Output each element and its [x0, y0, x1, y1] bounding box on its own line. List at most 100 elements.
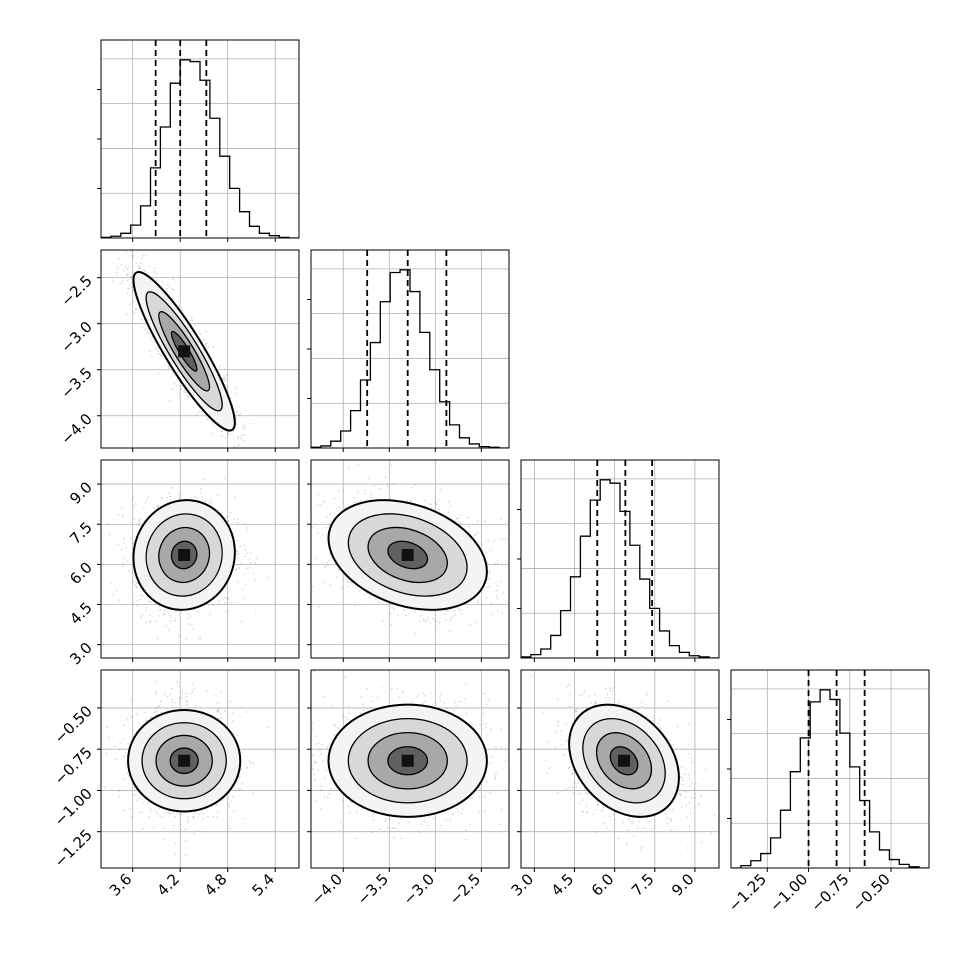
scatter-point: [174, 620, 176, 622]
scatter-point: [136, 600, 138, 602]
scatter-point: [225, 710, 227, 712]
scatter-point: [256, 558, 258, 560]
scatter-point: [178, 636, 180, 638]
scatter-point: [415, 611, 417, 613]
scatter-point: [143, 507, 145, 509]
scatter-point: [145, 622, 147, 624]
scatter-point: [192, 628, 194, 630]
scatter-point: [244, 573, 246, 575]
scatter-point: [320, 505, 322, 507]
scatter-point: [179, 686, 181, 688]
scatter-point: [429, 622, 431, 624]
scatter-point: [449, 630, 451, 632]
scatter-point: [119, 748, 121, 750]
y-tick-label: −3.5: [57, 364, 95, 402]
y-tick-label: 4.5: [66, 599, 96, 629]
panel-content: [101, 667, 299, 868]
scatter-point: [88, 214, 90, 216]
scatter-point: [358, 464, 360, 466]
scatter-point: [415, 633, 417, 635]
scatter-point: [126, 772, 128, 774]
scatter-point: [489, 572, 491, 574]
scatter-point: [218, 604, 220, 606]
scatter-point: [255, 562, 257, 564]
scatter-point: [154, 711, 156, 713]
scatter-point: [326, 516, 328, 518]
scatter-point: [119, 742, 121, 744]
scatter-point: [431, 507, 433, 509]
scatter-point: [236, 569, 238, 571]
scatter-point: [496, 590, 498, 592]
scatter-point: [175, 618, 177, 620]
scatter-point: [457, 608, 459, 610]
scatter-point: [155, 810, 157, 812]
scatter-point: [225, 437, 227, 439]
scatter-point: [157, 350, 159, 352]
scatter-point: [125, 266, 127, 268]
scatter-point: [459, 521, 461, 523]
scatter-point: [133, 312, 135, 314]
scatter-point: [370, 497, 372, 499]
scatter-point: [427, 618, 429, 620]
density-peak: [178, 549, 190, 561]
scatter-point: [249, 558, 251, 560]
scatter-point: [223, 597, 225, 599]
panel-0-0: [97, 40, 299, 242]
scatter-point: [128, 713, 130, 715]
scatter-point: [177, 301, 179, 303]
scatter-point: [167, 285, 169, 287]
scatter-point: [432, 618, 434, 620]
scatter-point: [420, 615, 422, 617]
scatter-point: [217, 703, 219, 705]
scatter-point: [148, 601, 150, 603]
scatter-point: [485, 552, 487, 554]
scatter-point: [139, 268, 141, 270]
scatter-point: [237, 735, 239, 737]
scatter-point: [133, 519, 135, 521]
scatter-point: [127, 280, 129, 282]
scatter-point: [339, 506, 341, 508]
scatter-point: [204, 339, 206, 341]
scatter-point: [194, 812, 196, 814]
scatter-point: [233, 518, 235, 520]
panel-content: [311, 250, 509, 448]
scatter-point: [150, 338, 152, 340]
scatter-point: [369, 597, 371, 599]
scatter-point: [428, 503, 430, 505]
scatter-point: [226, 516, 228, 518]
scatter-point: [467, 606, 469, 608]
scatter-point: [233, 810, 235, 812]
scatter-point: [315, 524, 317, 526]
scatter-point: [377, 601, 379, 603]
scatter-point: [318, 606, 320, 608]
scatter-point: [347, 585, 349, 587]
scatter-point: [484, 550, 486, 552]
scatter-point: [145, 502, 147, 504]
scatter-point: [405, 614, 407, 616]
scatter-point: [143, 255, 145, 257]
scatter-point: [132, 257, 134, 259]
y-tick-label: 9.0: [66, 478, 96, 508]
scatter-point: [223, 379, 225, 381]
scatter-point: [119, 600, 121, 602]
scatter-point: [121, 507, 123, 509]
scatter-point: [330, 584, 332, 586]
scatter-point: [117, 238, 119, 240]
scatter-point: [139, 599, 141, 601]
scatter-point: [208, 501, 210, 503]
scatter-point: [306, 551, 308, 553]
scatter-point: [153, 271, 155, 273]
scatter-point: [151, 356, 153, 358]
scatter-point: [180, 813, 182, 815]
scatter-point: [486, 597, 488, 599]
scatter-point: [126, 560, 128, 562]
scatter-point: [410, 500, 412, 502]
scatter-point: [214, 667, 216, 669]
scatter-point: [375, 598, 377, 600]
scatter-point: [460, 609, 462, 611]
scatter-point: [149, 350, 151, 352]
scatter-point: [454, 610, 456, 612]
scatter-point: [414, 484, 416, 486]
scatter-point: [344, 507, 346, 509]
